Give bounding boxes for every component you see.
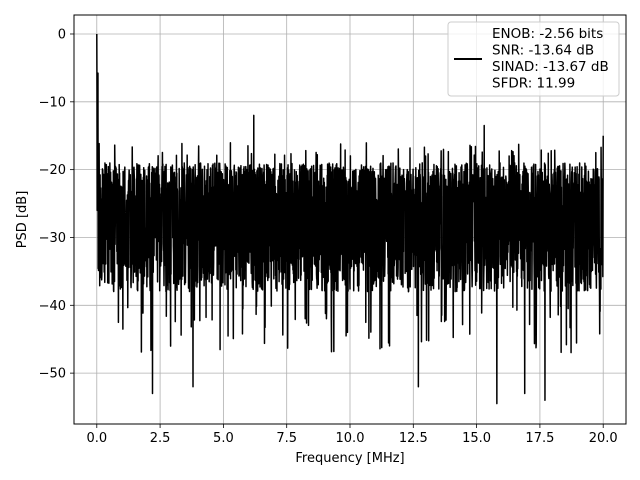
- axis-ticks: 0.0 2.5 5.0 7.5 10.0 12.5 15.0 17.5 20.0 0 −10 −20 −…: [39, 27, 618, 446]
- x-tick-label: 2.5: [150, 431, 171, 446]
- y-tick-label: −10: [39, 95, 66, 110]
- legend-box: [447, 21, 620, 97]
- x-tick-label: 7.5: [276, 431, 297, 446]
- legend: ENOB: -2.56 bits SNR: -13.64 dB SINAD: -…: [447, 21, 620, 97]
- x-tick-label: 10.0: [336, 431, 365, 446]
- x-tick-label: 12.5: [399, 431, 428, 446]
- y-tick-label: 0: [58, 27, 66, 42]
- y-axis-label: PSD [dB]: [15, 191, 30, 249]
- y-tick-label: −30: [39, 231, 66, 246]
- x-tick-label: 5.0: [213, 431, 234, 446]
- legend-sinad: SINAD: -13.67 dB: [492, 59, 609, 75]
- y-tick-label: −40: [39, 299, 66, 314]
- x-axis-label: Frequency [MHz]: [295, 451, 404, 466]
- x-tick-label: 17.5: [525, 431, 554, 446]
- x-tick-label: 0.0: [86, 431, 107, 446]
- psd-trace-line: [96, 33, 604, 405]
- x-tick-label: 15.0: [462, 431, 491, 446]
- y-tick-label: −20: [39, 163, 66, 178]
- legend-enob: ENOB: -2.56 bits: [492, 26, 603, 42]
- x-tick-label: 20.0: [589, 431, 618, 446]
- legend-snr: SNR: -13.64 dB: [492, 43, 594, 59]
- legend-sfdr: SFDR: 11.99: [492, 76, 575, 92]
- y-tick-label: −50: [39, 367, 66, 382]
- series-trace: [96, 33, 604, 405]
